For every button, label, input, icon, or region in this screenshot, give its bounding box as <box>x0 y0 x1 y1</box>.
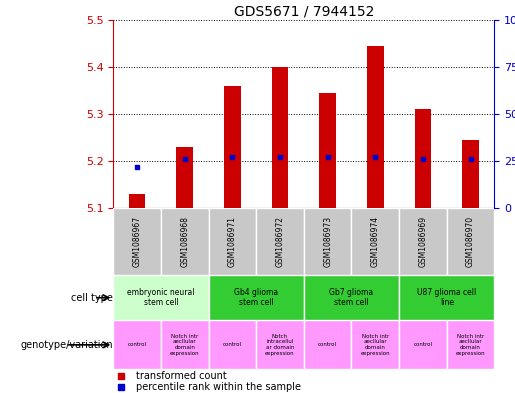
Bar <box>113 208 161 275</box>
Text: GSM1086972: GSM1086972 <box>276 216 284 267</box>
Bar <box>319 93 336 208</box>
Text: Gb7 glioma
stem cell: Gb7 glioma stem cell <box>330 288 373 307</box>
Text: Notch intr
aecllular
domain
expression: Notch intr aecllular domain expression <box>170 334 200 356</box>
Text: GSM1086971: GSM1086971 <box>228 216 237 267</box>
Text: control: control <box>128 342 147 347</box>
Text: GSM1086973: GSM1086973 <box>323 216 332 267</box>
Bar <box>304 320 351 369</box>
Bar <box>129 194 145 208</box>
Bar <box>209 208 256 275</box>
Bar <box>447 320 494 369</box>
Text: genotype/variation: genotype/variation <box>21 340 113 350</box>
Bar <box>351 208 399 275</box>
Text: GSM1086970: GSM1086970 <box>466 216 475 267</box>
Bar <box>256 208 304 275</box>
Text: U87 glioma cell
line: U87 glioma cell line <box>417 288 476 307</box>
Bar <box>447 208 494 275</box>
Bar <box>399 275 494 320</box>
Bar <box>161 208 209 275</box>
Bar <box>351 320 399 369</box>
Bar <box>209 320 256 369</box>
Text: Notch intr
aecllular
domain
expression: Notch intr aecllular domain expression <box>456 334 486 356</box>
Text: control: control <box>318 342 337 347</box>
Bar <box>367 46 384 208</box>
Text: cell type: cell type <box>72 293 113 303</box>
Bar <box>272 67 288 208</box>
Text: control: control <box>414 342 433 347</box>
Bar <box>415 109 431 208</box>
Bar <box>113 275 209 320</box>
Bar <box>304 275 399 320</box>
Text: transformed count: transformed count <box>136 371 227 381</box>
Title: GDS5671 / 7944152: GDS5671 / 7944152 <box>234 4 374 18</box>
Bar <box>177 147 193 208</box>
Bar <box>304 208 351 275</box>
Text: GSM1086969: GSM1086969 <box>419 216 427 267</box>
Text: control: control <box>223 342 242 347</box>
Text: GSM1086974: GSM1086974 <box>371 216 380 267</box>
Text: embryonic neural
stem cell: embryonic neural stem cell <box>127 288 195 307</box>
Text: GSM1086968: GSM1086968 <box>180 216 189 267</box>
Text: Notch intr
aecllular
domain
expression: Notch intr aecllular domain expression <box>360 334 390 356</box>
Bar <box>224 86 241 208</box>
Bar <box>399 208 447 275</box>
Bar <box>209 275 304 320</box>
Bar <box>113 320 161 369</box>
Text: Notch
intracellul
ar domain
expression: Notch intracellul ar domain expression <box>265 334 295 356</box>
Text: percentile rank within the sample: percentile rank within the sample <box>136 382 301 392</box>
Bar <box>256 320 304 369</box>
Bar <box>462 140 479 208</box>
Text: Gb4 glioma
stem cell: Gb4 glioma stem cell <box>234 288 278 307</box>
Text: GSM1086967: GSM1086967 <box>133 216 142 267</box>
Bar <box>399 320 447 369</box>
Bar <box>161 320 209 369</box>
